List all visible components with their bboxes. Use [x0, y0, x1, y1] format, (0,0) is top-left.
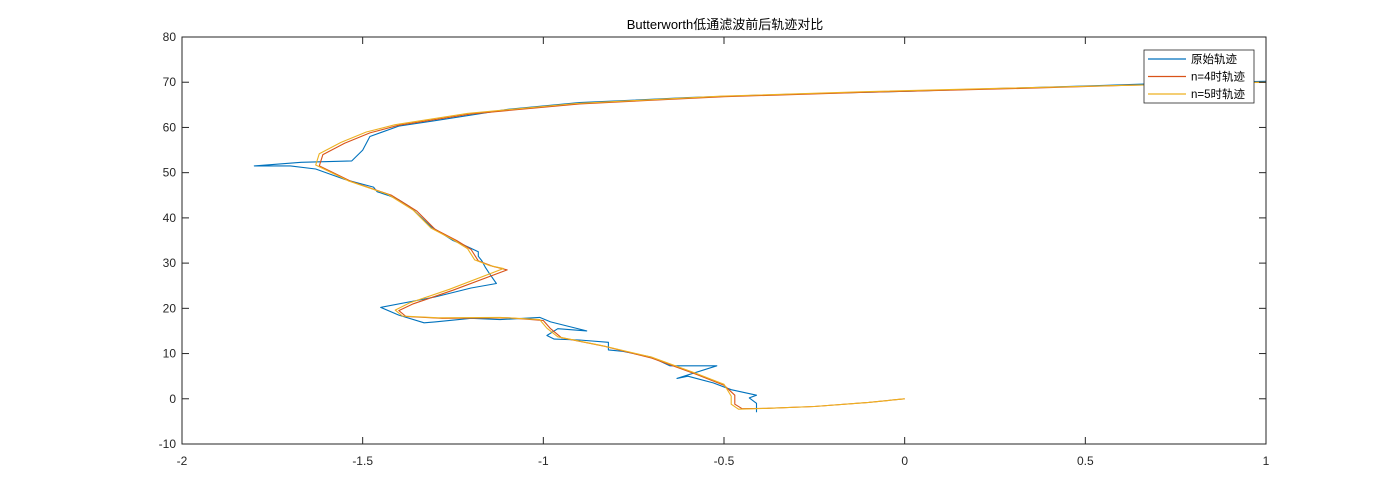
chart-title: Butterworth低通滤波前后轨迹对比: [627, 17, 823, 32]
y-tick-label: 10: [163, 347, 177, 361]
x-tick-label: -0.5: [714, 454, 735, 468]
y-tick-label: 40: [163, 211, 177, 225]
series-line-3: [315, 81, 1266, 410]
series-line-2: [318, 81, 1266, 410]
x-axis: -2 -1.5 -1 -0.5 0 0.5 1: [177, 37, 1270, 468]
plot-area: [182, 37, 1266, 444]
legend: 原始轨迹 n=4时轨迹 n=5时轨迹: [1143, 49, 1255, 104]
y-tick-label: 50: [163, 166, 177, 180]
y-tick-label: 0: [169, 392, 176, 406]
x-tick-label: 1: [1263, 454, 1270, 468]
x-tick-label: -1: [538, 454, 549, 468]
legend-label-2: n=4时轨迹: [1191, 70, 1246, 84]
y-axis: -10 0 10 20 30 40 50 60 70 80: [159, 30, 1266, 451]
legend-label-3: n=5时轨迹: [1191, 87, 1246, 101]
y-tick-label: 60: [163, 120, 177, 134]
x-tick-label: -2: [177, 454, 188, 468]
y-tick-label: 30: [163, 256, 177, 270]
x-tick-label: -1.5: [352, 454, 373, 468]
x-tick-label: 0.5: [1077, 454, 1094, 468]
y-tick-label: -10: [159, 437, 177, 451]
legend-label-1: 原始轨迹: [1191, 52, 1237, 66]
x-tick-label: 0: [901, 454, 908, 468]
y-tick-label: 20: [163, 301, 177, 315]
y-tick-label: 70: [163, 75, 177, 89]
y-tick-label: 80: [163, 30, 177, 44]
series-layer: [253, 80, 1266, 413]
